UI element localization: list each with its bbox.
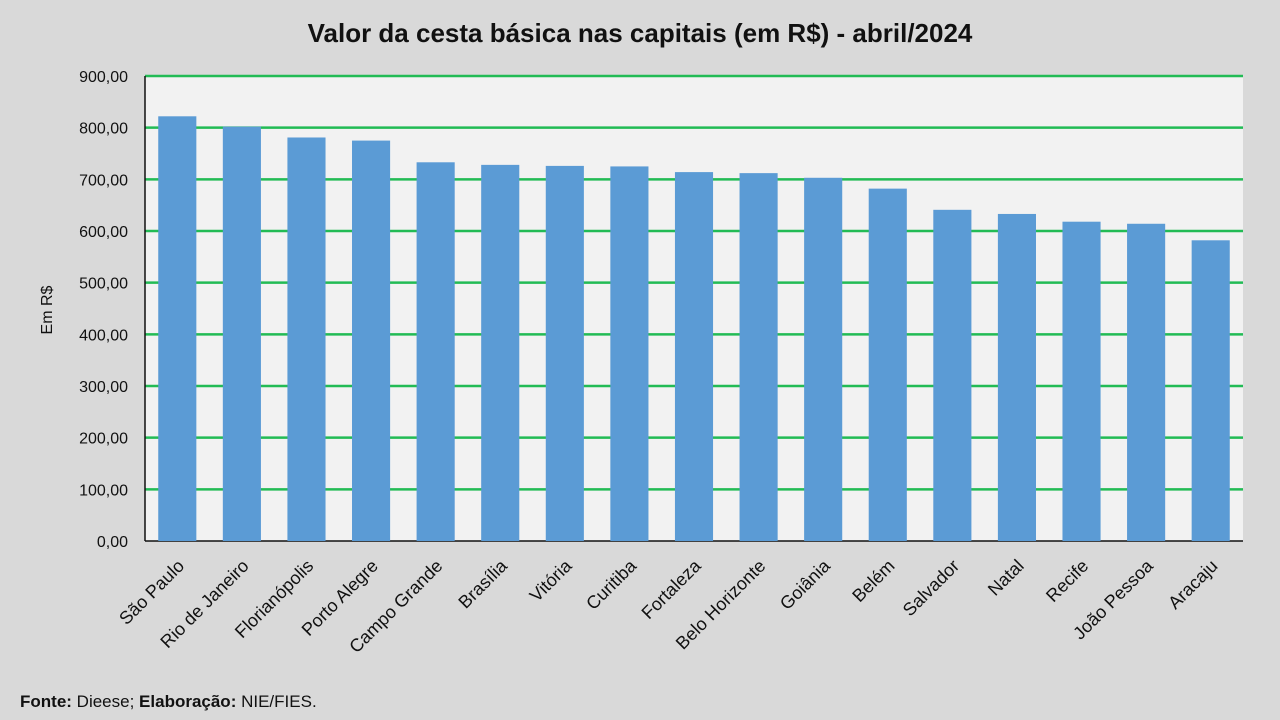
bar [481, 164, 520, 541]
chart-title: Valor da cesta básica nas capitais (em R… [307, 18, 973, 48]
bar [739, 173, 778, 541]
y-tick-label: 200,00 [79, 431, 128, 448]
x-tick-label: Vitória [526, 555, 577, 606]
y-tick-label: 600,00 [79, 224, 128, 241]
bars [158, 116, 1230, 542]
x-tick-label: Natal [984, 556, 1028, 600]
bar [1191, 240, 1230, 542]
x-tick-label: Salvador [899, 556, 963, 620]
x-tick-label: Fortaleza [638, 555, 706, 623]
source-value: Dieese; [76, 692, 135, 711]
bar [868, 188, 907, 541]
bar [1062, 221, 1101, 541]
y-tick-label: 900,00 [79, 69, 128, 86]
bar [287, 137, 326, 541]
x-tick-label: Curitiba [582, 555, 641, 614]
x-tick-label: Goiânia [776, 555, 835, 614]
bar [1127, 223, 1166, 541]
bar [416, 162, 455, 542]
y-tick-label: 100,00 [79, 482, 128, 499]
bar [610, 166, 649, 541]
x-tick-label: Aracaju [1164, 556, 1221, 613]
bar [997, 213, 1036, 541]
y-tick-label: 700,00 [79, 172, 128, 189]
y-tick-label: 500,00 [79, 276, 128, 293]
source-label: Fonte: [20, 692, 72, 711]
bar [674, 172, 714, 541]
source-note: Fonte: Dieese; Elaboração: NIE/FIES. [20, 692, 317, 712]
y-tick-labels: 0,00 100,00 200,00 300,00 400,00 500,00 600,00… [79, 69, 128, 551]
x-tick-label: Belém [848, 556, 898, 606]
bar [222, 126, 261, 541]
y-tick-label: 400,00 [79, 327, 128, 344]
y-tick-label: 300,00 [79, 379, 128, 396]
bar [545, 165, 584, 541]
y-tick-label: 0,00 [97, 534, 128, 551]
bar [158, 116, 197, 542]
bar [352, 140, 391, 542]
y-axis-label: Em R$ [39, 285, 56, 334]
elaboration-label: Elaboração: [139, 692, 237, 711]
x-tick-label: Brasília [454, 555, 511, 612]
x-tick-label: Recife [1042, 556, 1092, 606]
y-tick-label: 800,00 [79, 121, 128, 138]
elaboration-value: NIE/FIES. [241, 692, 317, 711]
bar [804, 177, 843, 542]
bar [933, 209, 972, 542]
